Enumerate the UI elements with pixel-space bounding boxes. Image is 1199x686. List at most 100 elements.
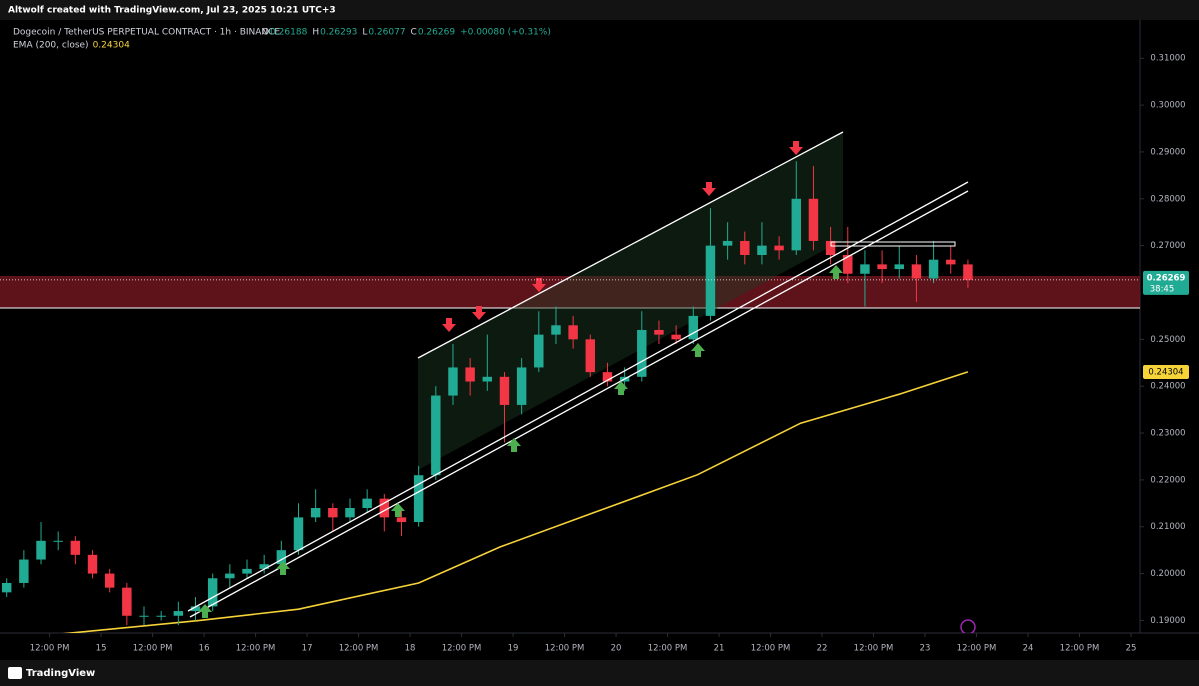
up-arrow — [391, 503, 405, 517]
alert-icon[interactable] — [960, 619, 976, 634]
candle-body — [894, 264, 904, 270]
candle-body — [190, 606, 201, 612]
logo-icon — [8, 667, 22, 679]
candle-body — [87, 554, 98, 574]
ohlc-legend: O 0.26188 H 0.26293 L 0.26077 C 0.26269 +0.00080… — [262, 28, 551, 38]
x-tick-label: 12:00 PM — [854, 644, 894, 654]
x-tick-label: 22 — [817, 644, 828, 654]
candle-body — [843, 255, 853, 274]
candle-body — [122, 587, 132, 616]
candle-body — [413, 475, 424, 523]
candle-body — [448, 367, 458, 396]
ema-price-box — [1143, 364, 1189, 379]
y-tick-label: 0.27000 — [1150, 241, 1185, 251]
up-arrow — [691, 343, 705, 357]
candle-body — [688, 315, 699, 340]
x-tick-label: 19 — [508, 644, 519, 654]
candle-body — [259, 564, 269, 569]
credit: Altwolf created with TradingView.com, Ju… — [8, 6, 336, 16]
candle-body — [963, 264, 973, 280]
candle-body — [534, 334, 544, 368]
candle-body — [345, 508, 355, 518]
candle-body — [774, 245, 784, 251]
candle-body — [740, 240, 750, 256]
range-box — [830, 241, 956, 247]
x-tick-label: 18 — [405, 644, 416, 654]
candles — [1, 161, 973, 633]
y-tick-label: 0.28000 — [1150, 194, 1185, 204]
candle-body — [70, 540, 81, 555]
candle-body — [396, 517, 407, 523]
drawings — [187, 131, 976, 634]
x-tick-label: 12:00 PM — [442, 644, 482, 654]
ema-legend-value: 0.24304 — [93, 41, 130, 51]
channel-bottom — [187, 181, 969, 612]
candle-body — [568, 325, 578, 340]
y-tick-label: 0.30000 — [1150, 101, 1185, 111]
ema-line — [62, 371, 969, 633]
bottom-bar — [0, 660, 1199, 686]
x-tick-label: 12:00 PM — [751, 644, 791, 654]
y-tick-label: 0.19000 — [1150, 616, 1185, 626]
up-arrow — [614, 381, 628, 395]
legend-key: C — [411, 28, 417, 38]
candle-body — [516, 367, 527, 405]
channel-top — [417, 131, 844, 359]
candle-body — [19, 559, 29, 583]
candle-body — [637, 329, 647, 377]
x-tick-label: 25 — [1126, 644, 1137, 654]
candle-body — [379, 498, 390, 518]
candle-body — [173, 611, 184, 616]
candle-body — [53, 540, 63, 542]
y-tick-label: 0.25000 — [1150, 335, 1185, 345]
candle-body — [499, 376, 510, 405]
x-tick-label: 17 — [302, 644, 313, 654]
candle-body — [276, 550, 287, 565]
legend-key: L — [362, 28, 367, 38]
candle-body — [791, 198, 801, 251]
y-tick-label: 0.29000 — [1150, 147, 1185, 157]
candle-body — [860, 264, 870, 274]
x-tick-label: 23 — [920, 644, 931, 654]
candle-body — [825, 240, 836, 256]
candle-body — [362, 498, 372, 509]
candle-body — [207, 578, 218, 607]
candle-body — [911, 264, 922, 279]
up-arrow — [198, 604, 212, 618]
brand: TradingView — [26, 668, 95, 679]
legend-value: 0.26293 — [320, 28, 357, 38]
candle-body — [928, 259, 939, 279]
candle-body — [705, 245, 716, 316]
x-tick-label: 20 — [611, 644, 622, 654]
candle-body — [946, 259, 956, 265]
x-tick-label: 12:00 PM — [957, 644, 997, 654]
candle-body — [293, 517, 304, 551]
candle-body — [465, 367, 475, 382]
candle-body — [551, 325, 561, 335]
candle-body — [104, 573, 115, 588]
up-arrow — [829, 265, 843, 279]
up-arrow — [507, 438, 521, 452]
candle-body — [482, 376, 493, 382]
resistance-zone — [0, 276, 1140, 308]
x-tick-label: 21 — [714, 644, 725, 654]
candle-body — [225, 573, 235, 579]
candle-body — [602, 372, 613, 382]
y-tick-label: 0.21000 — [1150, 522, 1185, 532]
candle-body — [585, 339, 596, 373]
legend-key: H — [312, 28, 319, 38]
last-price-label: 0.26269 — [1147, 273, 1186, 283]
candle-body — [242, 568, 252, 574]
legend-value: 0.26188 — [270, 28, 307, 38]
channel-bottom — [189, 190, 969, 618]
x-tick-label: 12:00 PM — [236, 644, 276, 654]
candle-body — [328, 508, 338, 518]
buy-arrows — [198, 265, 843, 618]
candle-body — [156, 615, 166, 617]
candle-body — [139, 615, 149, 617]
y-tick-label: 0.24000 — [1150, 382, 1185, 392]
legend-value: 0.26269 — [418, 28, 455, 38]
